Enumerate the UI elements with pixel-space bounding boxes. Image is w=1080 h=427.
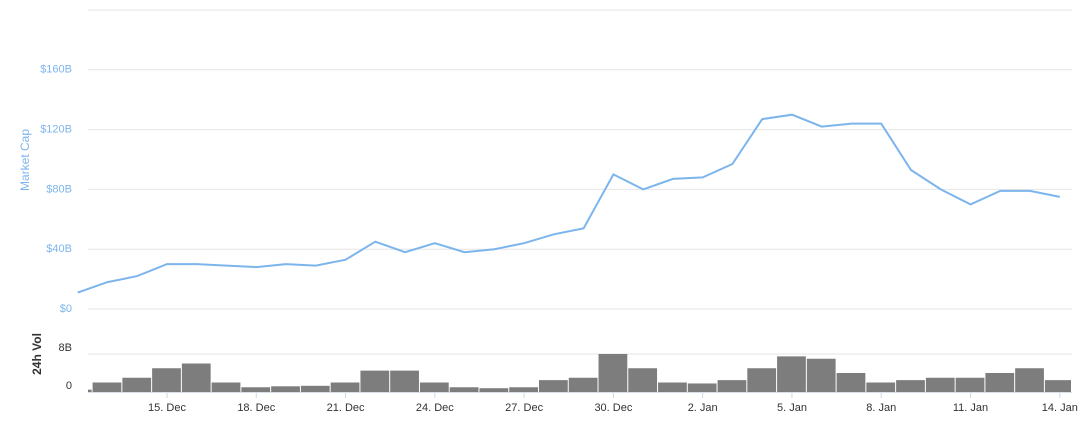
y-axis-title: Market Cap [18, 129, 32, 191]
y-tick-label: $160B [40, 64, 72, 76]
y-tick-label: 8B [59, 342, 72, 354]
volume-bar [449, 387, 479, 392]
volume-bar [419, 382, 449, 392]
x-tick-label: 14. Jan [1042, 402, 1078, 414]
x-tick-label: 2. Jan [688, 402, 718, 414]
volume-bar [122, 377, 152, 392]
volume-bar [1015, 368, 1044, 392]
volume-bar [866, 382, 896, 392]
volume-bar [747, 368, 777, 392]
volume-bar [598, 354, 628, 392]
x-tick-label: 30. Dec [594, 402, 632, 414]
x-tick-label: 18. Dec [237, 402, 275, 414]
volume-bar [88, 389, 92, 392]
volume-bar [539, 380, 568, 392]
volume-bar [658, 382, 687, 392]
x-tick-label: 5. Jan [777, 402, 807, 414]
y-tick-label: 0 [66, 380, 72, 392]
volume-bar [509, 387, 538, 392]
y-tick-label: $80B [46, 183, 72, 195]
volume-bar [985, 373, 1015, 392]
x-tick-label: 8. Jan [866, 402, 896, 414]
x-tick-label: 27. Dec [505, 402, 543, 414]
volume-bar [955, 377, 985, 392]
volume-bar [211, 382, 241, 392]
volume-bar [628, 368, 658, 392]
volume-bar [568, 377, 598, 392]
volume-bar [300, 385, 330, 392]
x-tick-label: 11. Jan [953, 402, 988, 414]
volume-bar [836, 373, 866, 392]
y-tick-label: $40B [46, 243, 72, 255]
volume-bar [390, 370, 419, 392]
volume-bar [271, 386, 300, 392]
y-tick-label: $0 [60, 303, 72, 315]
volume-bar [241, 387, 271, 392]
volume-bar [360, 370, 390, 392]
volume-bar [181, 363, 211, 392]
volume-bar [687, 383, 717, 392]
volume-bar [1044, 380, 1071, 392]
volume-bar [717, 380, 747, 392]
market-cap-line [77, 113, 1060, 294]
volume-bar [806, 358, 836, 392]
volume-bar [479, 388, 509, 392]
y-axis-title: 24h Vol [30, 333, 44, 375]
volume-bar [896, 380, 925, 392]
volume-bar [92, 382, 122, 392]
volume-bar [330, 382, 360, 392]
volume-bar [152, 368, 181, 392]
volume-bar [777, 356, 806, 392]
y-tick-label: $120B [40, 124, 72, 136]
x-tick-label: 21. Dec [327, 402, 365, 414]
volume-bar [925, 377, 955, 392]
x-tick-label: 24. Dec [416, 402, 454, 414]
x-tick-label: 15. Dec [148, 402, 186, 414]
